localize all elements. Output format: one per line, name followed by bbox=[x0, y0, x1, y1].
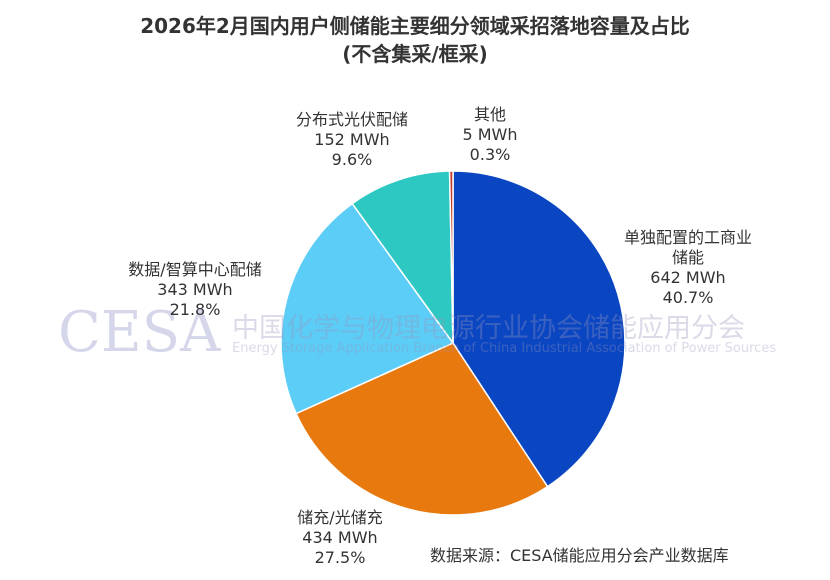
watermark-logo: CESA bbox=[58, 300, 221, 365]
category-label: 储充/光储充 bbox=[297, 508, 383, 527]
value-label: 5 MWh bbox=[462, 125, 518, 144]
value-label: 152 MWh bbox=[314, 130, 390, 149]
source-note: 数据来源：CESA储能应用分会产业数据库 bbox=[430, 546, 729, 565]
watermark-english: Energy Storage Application Branch of Chi… bbox=[232, 341, 777, 356]
category-label: 其他 bbox=[473, 105, 506, 124]
slice-label: 数据/智算中心配储 343 MWh 21.8% bbox=[105, 260, 285, 320]
chart-title: 2026年2月国内用户侧储能主要细分领域采招落地容量及占比 bbox=[140, 14, 690, 38]
pie-slice bbox=[448, 170, 454, 344]
percent-label: 0.3% bbox=[469, 145, 511, 164]
pie-slice bbox=[280, 202, 455, 415]
percent-label: 9.6% bbox=[331, 150, 373, 169]
percent-label: 21.8% bbox=[169, 300, 221, 319]
category-label: 分布式光伏配储 bbox=[295, 110, 408, 129]
chart-subtitle: (不含集采/框采) bbox=[342, 42, 488, 66]
slice-label: 单独配置的工商业储能 642 MWh 40.7% bbox=[618, 228, 758, 308]
slice-label: 分布式光伏配储 152 MWh 9.6% bbox=[272, 110, 432, 170]
watermark-name: 中国化学与物理电源行业协会储能应用分会 bbox=[232, 313, 745, 344]
percent-label: 27.5% bbox=[314, 548, 366, 567]
category-label: 单独配置的工商业储能 bbox=[623, 228, 752, 267]
slice-label: 其他 5 MWh 0.3% bbox=[450, 105, 530, 165]
percent-label: 40.7% bbox=[662, 288, 714, 307]
category-label: 数据/智算中心配储 bbox=[128, 260, 262, 279]
value-label: 642 MWh bbox=[650, 268, 726, 287]
pie-slice bbox=[351, 170, 454, 346]
value-label: 343 MWh bbox=[157, 280, 233, 299]
slice-label: 储充/光储充 434 MWh 27.5% bbox=[280, 508, 400, 568]
value-label: 434 MWh bbox=[302, 528, 378, 547]
